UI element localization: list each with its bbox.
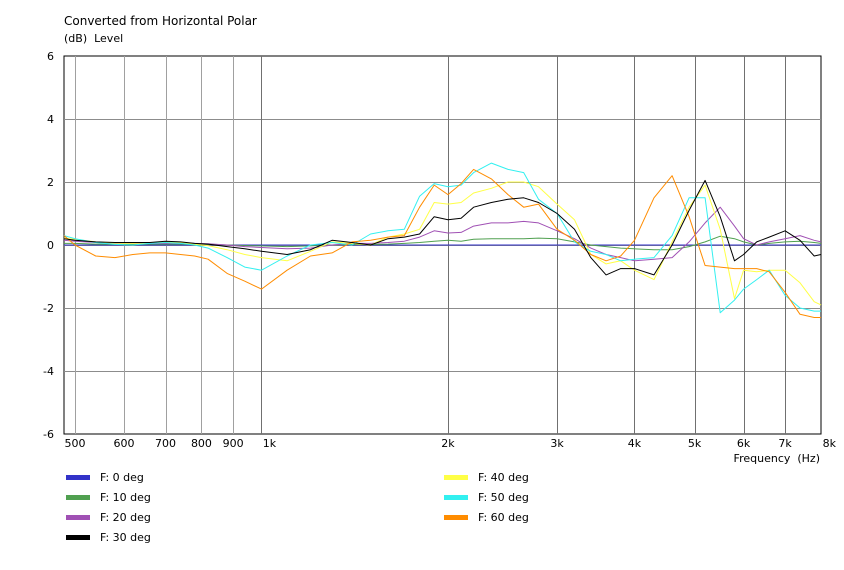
y-tick-label: 0: [47, 239, 54, 252]
series-lines: [63, 162, 822, 318]
legend-swatch: [444, 515, 468, 520]
y-axis-label: (dB) Level: [64, 32, 123, 45]
legend-label: F: 40 deg: [478, 471, 529, 484]
x-tick-label: 700: [155, 437, 176, 450]
legend-swatch: [444, 475, 468, 480]
legend-label: F: 20 deg: [100, 511, 151, 524]
x-tick-label: 600: [114, 437, 135, 450]
x-tick-label: 7k: [778, 437, 792, 450]
chart-title: Converted from Horizontal Polar: [64, 14, 257, 28]
x-tick-label: 1k: [263, 437, 277, 450]
x-tick-label: 2k: [441, 437, 455, 450]
legend-swatch: [66, 495, 90, 500]
legend-label: F: 10 deg: [100, 491, 151, 504]
legend-swatch: [444, 495, 468, 500]
legend-label: F: 0 deg: [100, 471, 144, 484]
y-tick-label: -2: [43, 302, 54, 315]
y-tick-label: -4: [43, 365, 54, 378]
y-tick-label: 2: [47, 176, 54, 189]
series-line-6: [63, 168, 821, 318]
x-tick-label: 5k: [688, 437, 702, 450]
series-line-4: [63, 181, 822, 306]
x-axis-label: Frequency (Hz): [734, 452, 820, 465]
legend-label: F: 30 deg: [100, 531, 151, 544]
series-line-5: [63, 162, 821, 314]
x-tick-label: 900: [223, 437, 244, 450]
x-tick-label: 3k: [550, 437, 564, 450]
y-tick-label: 4: [47, 113, 54, 126]
legend-swatch: [66, 515, 90, 520]
x-tick-label: 500: [64, 437, 85, 450]
legend-swatch: [66, 535, 90, 540]
legend-label: F: 60 deg: [478, 511, 529, 524]
legend-label: F: 50 deg: [478, 491, 529, 504]
legend: F: 0 deg F: 10 deg F: 20 deg F: 30 deg F: 40…: [66, 471, 529, 544]
series-line-3: [63, 179, 822, 276]
x-tick-label: 4k: [628, 437, 642, 450]
y-tick-labels: 6 4 2 0 -2 -4 -6: [43, 50, 54, 441]
x-tick-label: 8k: [823, 437, 837, 450]
x-tick-label: 800: [191, 437, 212, 450]
legend-swatch: [66, 475, 90, 480]
y-tick-label: -6: [43, 428, 54, 441]
y-tick-label: 6: [47, 50, 54, 63]
x-tick-labels: 500 600 700 800 900 1k 2k 3k 4k 5k 6k 7k 8k: [64, 437, 836, 450]
x-tick-label: 6k: [737, 437, 751, 450]
